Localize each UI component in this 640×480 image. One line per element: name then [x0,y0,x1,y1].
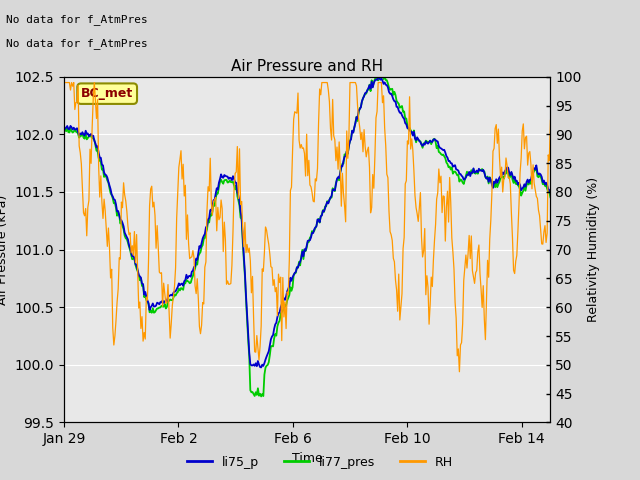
RH [456,369,463,374]
X-axis label: Time: Time [292,452,323,465]
Legend: li75_p, li77_pres, RH: li75_p, li77_pres, RH [182,451,458,474]
li75_p [414,136,422,142]
Line: li75_p: li75_p [64,78,550,367]
li75_p [528,172,536,178]
li77_pres [335,178,343,183]
li77_pres [547,194,554,200]
Line: RH: RH [64,83,550,372]
RH [540,229,548,235]
li75_p [374,75,382,81]
RH [547,118,554,123]
li77_pres [541,183,549,189]
RH [141,336,149,342]
Y-axis label: Air Pressure (kPa): Air Pressure (kPa) [0,194,9,305]
li75_p [60,125,68,131]
li77_pres [257,394,265,399]
RH [527,161,535,167]
li77_pres [60,127,68,133]
Text: No data for f̲AtmPres: No data for f̲AtmPres [6,38,148,49]
li77_pres [141,293,149,299]
li75_p [115,208,122,214]
Title: Air Pressure and RH: Air Pressure and RH [231,59,383,74]
li75_p [257,364,265,370]
Line: li77_pres: li77_pres [64,73,550,396]
RH [412,205,420,211]
li77_pres [528,176,536,182]
RH [334,166,342,172]
li77_pres [414,137,422,143]
Y-axis label: Relativity Humidity (%): Relativity Humidity (%) [587,177,600,322]
Text: No data for f_AtmPres: No data for f_AtmPres [6,14,148,25]
Text: BC_met: BC_met [81,87,133,100]
li75_p [547,190,554,195]
li75_p [335,175,343,181]
li75_p [141,289,149,295]
li77_pres [115,209,122,215]
RH [60,80,68,85]
li75_p [541,181,549,187]
li77_pres [378,70,385,76]
RH [115,286,122,292]
